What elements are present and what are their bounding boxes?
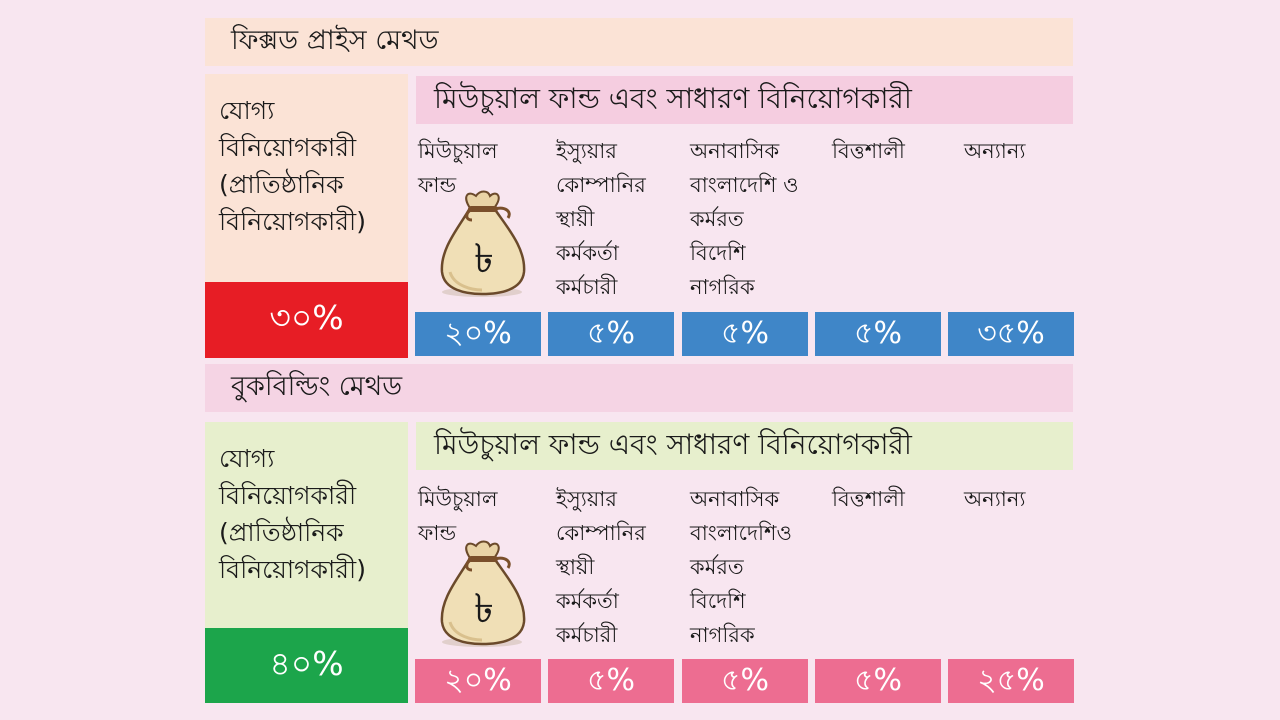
category-line: অনাবাসিক [690,487,780,511]
taka-money-bag-icon: ৳ [432,186,532,298]
category-line: বিদেশি [690,241,746,265]
category-line: নাগরিক [690,275,755,299]
fixed-pct-nrb: ৫% [682,312,808,356]
eligible-line: যোগ্য [219,444,275,473]
category-line: কর্মরত [690,555,744,579]
fixed-price-title-text: ফিক্সড প্রাইস মেথড [231,24,439,56]
pct-value: ৫% [854,662,902,698]
pct-value: ৫% [721,662,769,698]
book-pct-others: ২৫% [948,659,1074,703]
category-line: বিত্তশালী [832,487,905,511]
taka-money-bag-icon: ৳ [432,536,532,648]
book-building-title: বুকবিল্ডিং মেথড [205,364,1073,412]
book-pct-nrb: ৫% [682,659,808,703]
fixed-sub-heading: মিউচুয়াল ফান্ড এবং সাধারণ বিনিয়োগকারী [416,76,1073,124]
category-line: মিউচুয়াল [418,487,498,511]
category-line: বাংলাদেশিও [690,521,792,545]
eligible-line: বিনিয়োগকারী) [219,555,366,584]
pct-value: ৫% [721,315,769,351]
book-pct-issuer-staff: ৫% [548,659,674,703]
fixed-pct-affluent: ৫% [815,312,941,356]
category-line: বিদেশি [690,589,746,613]
fixed-eligible-investor-box: যোগ্য বিনিয়োগকারী (প্রাতিষ্ঠানিক বিনিয়… [205,74,408,282]
category-line: ইস্যুয়ার [556,139,617,163]
book-building-title-text: বুকবিল্ডিং মেথড [231,370,403,402]
category-line: অনাবাসিক [690,139,780,163]
book-sub-heading-text: মিউচুয়াল ফান্ড এবং সাধারণ বিনিয়োগকারী [434,427,912,461]
category-line: নাগরিক [690,623,755,647]
book-category-issuer-staff: ইস্যুয়ার কোম্পানির স্থায়ী কর্মকর্তা কর… [556,482,680,658]
fixed-category-nrb: অনাবাসিক বাংলাদেশি ও কর্মরত বিদেশি নাগরি… [690,134,814,310]
pct-value: ২০% [444,662,512,698]
book-category-others: অন্যান্য [964,482,1074,522]
pct-value: ৩৫% [977,315,1045,351]
eligible-line: (প্রাতিষ্ঠানিক [219,170,344,199]
fixed-pct-issuer-staff: ৫% [548,312,674,356]
fixed-category-mutual-fund: মিউচুয়াল ফান্ড [418,134,542,310]
pct-value: ২৫% [977,662,1045,698]
fixed-pct-mutual-fund: ২০% [415,312,541,356]
eligible-line: বিনিয়োগকারী) [219,207,366,236]
book-eligible-investor-box: যোগ্য বিনিয়োগকারী (প্রাতিষ্ঠানিক বিনিয়… [205,422,408,628]
pct-value: ২০% [444,315,512,351]
svg-text:৳: ৳ [474,586,494,632]
book-category-nrb: অনাবাসিক বাংলাদেশিও কর্মরত বিদেশি নাগরিক [690,482,814,658]
category-line: কর্মচারী [556,275,618,299]
category-line: অন্যান্য [964,139,1026,163]
fixed-category-others: অন্যান্য [964,134,1074,174]
category-line: বাংলাদেশি ও [690,173,799,197]
category-line: কোম্পানির [556,521,646,545]
category-line: ইস্যুয়ার [556,487,617,511]
category-line: কর্মকর্তা [556,589,619,613]
category-line: কর্মচারী [556,623,618,647]
book-category-affluent: বিত্তশালী [832,482,942,522]
category-line: মিউচুয়াল [418,139,498,163]
category-line: ফান্ড [418,173,457,197]
book-institutional-pct: ৪০% [205,628,408,703]
pct-value: ৫% [587,315,635,351]
svg-text:৳: ৳ [474,236,494,282]
fixed-category-affluent: বিত্তশালী [832,134,942,174]
eligible-line: যোগ্য [219,96,275,125]
eligible-line: বিনিয়োগকারী [219,481,357,510]
eligible-line: (প্রাতিষ্ঠানিক [219,518,344,547]
eligible-line: বিনিয়োগকারী [219,133,357,162]
fixed-price-title: ফিক্সড প্রাইস মেথড [205,18,1073,66]
fixed-sub-heading-text: মিউচুয়াল ফান্ড এবং সাধারণ বিনিয়োগকারী [434,81,912,115]
book-institutional-pct-value: ৪০% [269,643,344,683]
book-sub-heading: মিউচুয়াল ফান্ড এবং সাধারণ বিনিয়োগকারী [416,422,1073,470]
category-line: স্থায়ী [556,555,595,579]
category-line: ফান্ড [418,521,457,545]
fixed-pct-others: ৩৫% [948,312,1074,356]
fixed-institutional-pct-value: ৩০% [269,298,344,337]
book-pct-mutual-fund: ২০% [415,659,541,703]
category-line: অন্যান্য [964,487,1026,511]
category-line: কর্মরত [690,207,744,231]
category-line: বিত্তশালী [832,139,905,163]
fixed-institutional-pct: ৩০% [205,282,408,358]
category-line: কোম্পানির [556,173,646,197]
pct-value: ৫% [587,662,635,698]
book-pct-affluent: ৫% [815,659,941,703]
fixed-category-issuer-staff: ইস্যুয়ার কোম্পানির স্থায়ী কর্মকর্তা কর… [556,134,680,310]
pct-value: ৫% [854,315,902,351]
category-line: স্থায়ী [556,207,595,231]
category-line: কর্মকর্তা [556,241,619,265]
book-category-mutual-fund: মিউচুয়াল ফান্ড [418,482,542,658]
